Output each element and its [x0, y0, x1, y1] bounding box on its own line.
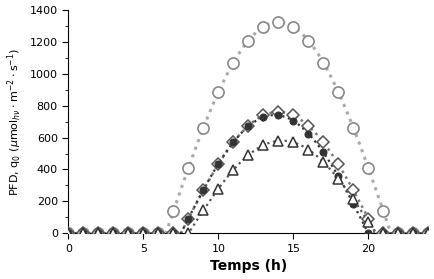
X-axis label: Temps (h): Temps (h): [210, 259, 287, 273]
Y-axis label: PFD, q$_0$ ($\mu$mol$_{h\nu}\cdot$m$^{-2}\cdot$s$^{-1}$): PFD, q$_0$ ($\mu$mol$_{h\nu}\cdot$m$^{-2…: [6, 47, 24, 196]
